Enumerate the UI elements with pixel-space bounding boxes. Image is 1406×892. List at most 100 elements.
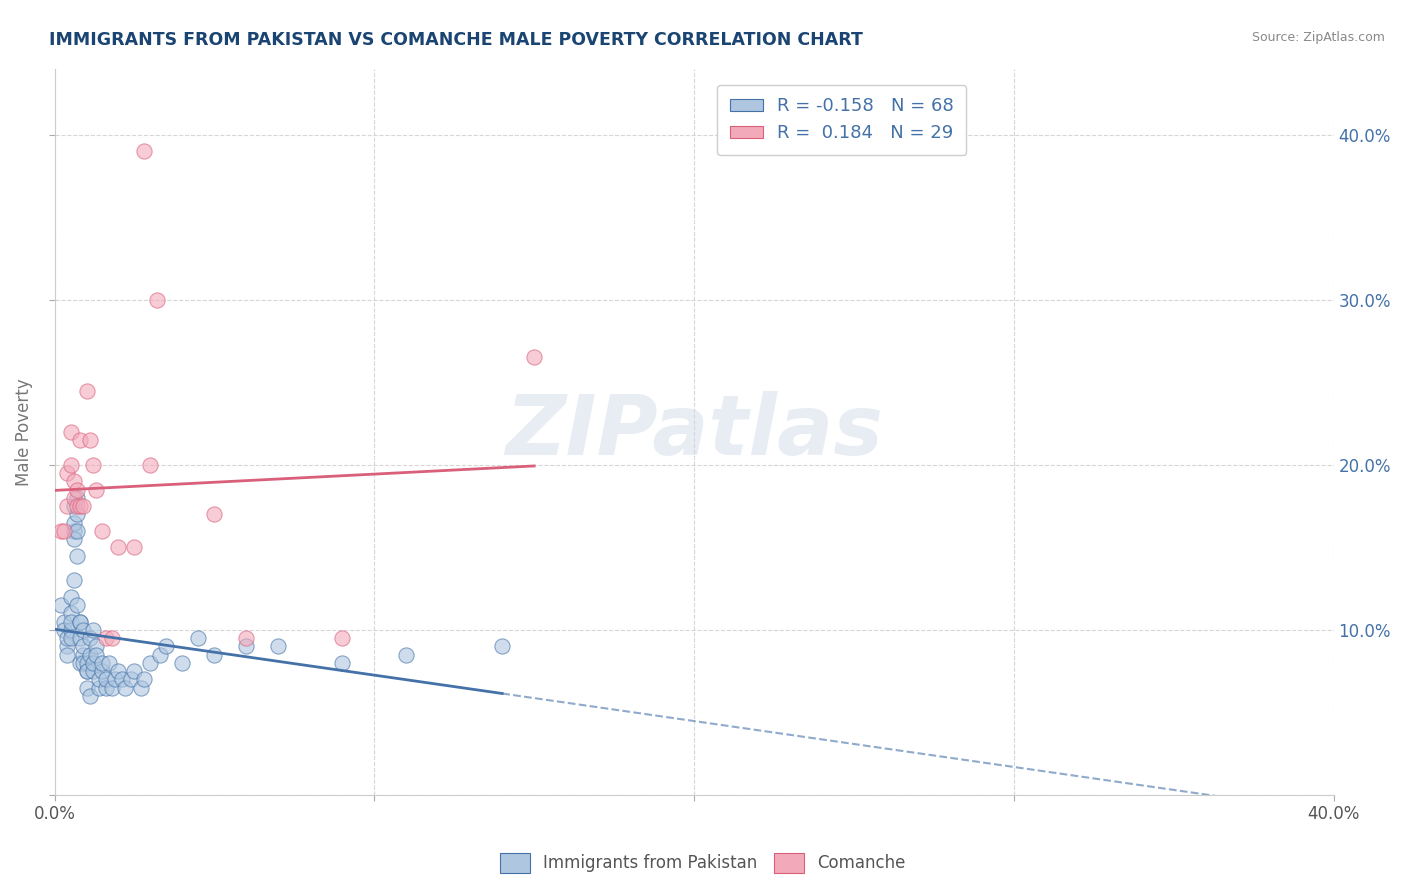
Point: [91, 656, 114, 670]
Point: [56, 640, 79, 654]
Point: [155, 640, 177, 654]
Point: [124, 541, 146, 555]
Point: [59, 615, 82, 629]
Point: [107, 541, 129, 555]
Point: [59, 607, 82, 621]
Point: [56, 466, 79, 480]
Point: [94, 681, 117, 695]
Point: [132, 673, 155, 687]
Point: [523, 351, 546, 365]
Point: [53, 623, 76, 637]
Point: [82, 656, 104, 670]
Point: [79, 648, 101, 662]
Point: [107, 664, 129, 678]
Point: [72, 640, 94, 654]
Point: [79, 631, 101, 645]
Point: [76, 664, 98, 678]
Point: [235, 631, 257, 645]
Point: [53, 615, 76, 629]
Point: [187, 631, 209, 645]
Point: [124, 664, 146, 678]
Point: [66, 483, 89, 497]
Point: [139, 656, 162, 670]
Point: [79, 689, 101, 703]
Point: [101, 631, 124, 645]
Point: [491, 640, 513, 654]
Text: IMMIGRANTS FROM PAKISTAN VS COMANCHE MALE POVERTY CORRELATION CHART: IMMIGRANTS FROM PAKISTAN VS COMANCHE MAL…: [49, 31, 863, 49]
Legend: R = -0.158   N = 68, R =  0.184   N = 29: R = -0.158 N = 68, R = 0.184 N = 29: [717, 85, 966, 155]
Point: [94, 673, 117, 687]
Point: [59, 590, 82, 604]
Point: [66, 549, 89, 563]
Point: [94, 631, 117, 645]
Point: [149, 648, 172, 662]
Point: [111, 673, 134, 687]
Point: [76, 664, 98, 678]
Point: [104, 673, 127, 687]
Point: [59, 623, 82, 637]
Point: [91, 664, 114, 678]
Point: [120, 673, 142, 687]
Point: [101, 681, 124, 695]
Point: [82, 664, 104, 678]
Point: [330, 656, 353, 670]
Point: [84, 648, 107, 662]
Point: [66, 598, 89, 612]
Point: [172, 656, 194, 670]
Point: [76, 656, 98, 670]
Point: [62, 524, 84, 538]
Point: [59, 425, 82, 439]
Point: [82, 458, 104, 472]
Point: [132, 144, 155, 158]
Legend: Immigrants from Pakistan, Comanche: Immigrants from Pakistan, Comanche: [494, 847, 912, 880]
Point: [76, 384, 98, 398]
Point: [82, 623, 104, 637]
Point: [62, 499, 84, 513]
Point: [66, 524, 89, 538]
Point: [72, 656, 94, 670]
Point: [62, 516, 84, 530]
Point: [89, 673, 111, 687]
Point: [56, 648, 79, 662]
Point: [66, 499, 89, 513]
Point: [62, 532, 84, 546]
Point: [89, 681, 111, 695]
Point: [79, 433, 101, 447]
Point: [66, 508, 89, 522]
Point: [62, 475, 84, 489]
Point: [267, 640, 290, 654]
Point: [72, 623, 94, 637]
Text: Source: ZipAtlas.com: Source: ZipAtlas.com: [1251, 31, 1385, 45]
Point: [53, 524, 76, 538]
Point: [69, 615, 91, 629]
Point: [49, 524, 72, 538]
Point: [114, 681, 136, 695]
Point: [69, 656, 91, 670]
Point: [59, 631, 82, 645]
Point: [129, 681, 152, 695]
Point: [235, 640, 257, 654]
Point: [62, 574, 84, 588]
Point: [62, 491, 84, 505]
Point: [146, 293, 169, 307]
Point: [204, 648, 226, 662]
Point: [69, 433, 91, 447]
Point: [69, 615, 91, 629]
Point: [56, 631, 79, 645]
Point: [330, 631, 353, 645]
Point: [72, 499, 94, 513]
Point: [84, 483, 107, 497]
Point: [56, 499, 79, 513]
Point: [69, 499, 91, 513]
Y-axis label: Male Poverty: Male Poverty: [15, 378, 32, 485]
Text: ZIPatlas: ZIPatlas: [505, 392, 883, 472]
Point: [72, 648, 94, 662]
Point: [97, 656, 120, 670]
Point: [59, 458, 82, 472]
Point: [204, 508, 226, 522]
Point: [91, 524, 114, 538]
Point: [66, 491, 89, 505]
Point: [395, 648, 418, 662]
Point: [69, 631, 91, 645]
Point: [84, 640, 107, 654]
